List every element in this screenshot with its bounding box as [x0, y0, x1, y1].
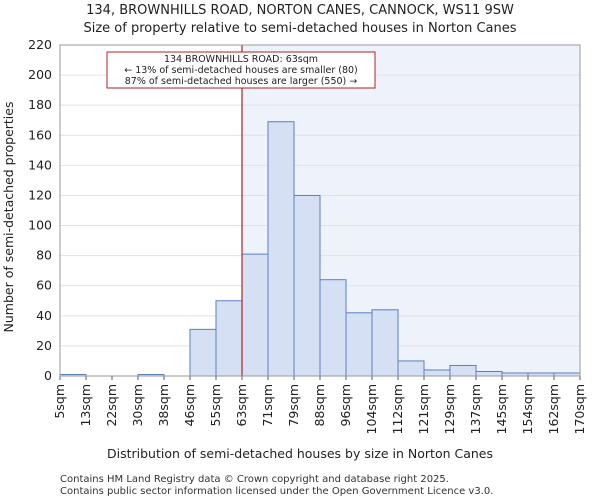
y-tick-label: 120	[28, 187, 52, 202]
y-axis-ticks: 0 20 40 60 80 100 120 140 160 180 200 220	[28, 37, 52, 383]
x-tick-label: 13sqm	[78, 384, 93, 427]
x-tick-label: 88sqm	[312, 384, 327, 427]
chart-title: 134, BROWNHILLS ROAD, NORTON CANES, CANN…	[86, 3, 514, 18]
y-tick-label: 20	[36, 338, 52, 353]
y-tick-label: 60	[36, 278, 52, 293]
y-tick-label: 220	[28, 37, 52, 52]
x-tick-label: 30sqm	[130, 384, 145, 427]
x-tick-label: 79sqm	[286, 384, 301, 427]
x-tick-label: 154sqm	[520, 384, 535, 434]
x-tick-label: 121sqm	[416, 384, 431, 434]
annotation-line-2: ← 13% of semi-detached houses are smalle…	[124, 65, 358, 76]
bar-46sqm	[189, 328, 217, 377]
x-tick-label: 129sqm	[442, 384, 457, 434]
footer-line-1: Contains HM Land Registry data © Crown c…	[60, 474, 449, 485]
y-tick-label: 40	[36, 308, 52, 323]
x-axis-ticks: 5sqm 13sqm 22sqm 30sqm 38sqm 46sqm 55sqm 63sqm 7…	[52, 376, 587, 434]
bar-96sqm	[345, 312, 373, 377]
bar-79sqm	[293, 194, 321, 377]
x-tick-label: 96sqm	[338, 384, 353, 427]
plot-frame	[59, 44, 581, 377]
bar-88sqm	[319, 279, 347, 377]
bar-121sqm	[423, 369, 451, 377]
footer-line-2: Contains public sector information licen…	[60, 486, 493, 497]
x-tick-label: 137sqm	[468, 384, 483, 434]
bar-112sqm	[397, 360, 425, 377]
x-tick-label: 46sqm	[182, 384, 197, 427]
bar-104sqm	[371, 309, 399, 377]
x-tick-label: 162sqm	[546, 384, 561, 434]
x-tick-label: 170sqm	[572, 384, 587, 434]
x-axis-label: Distribution of semi-detached houses by …	[107, 446, 493, 461]
annotation-box: 134 BROWNHILLS ROAD: 63sqm ← 13% of semi…	[106, 51, 376, 89]
annotation-line-3: 87% of semi-detached houses are larger (…	[125, 76, 358, 87]
x-tick-label: 104sqm	[364, 384, 379, 434]
bar-55sqm	[215, 300, 243, 377]
bar-63sqm	[241, 253, 269, 377]
x-tick-label: 71sqm	[260, 384, 275, 427]
x-tick-label: 55sqm	[208, 384, 223, 427]
x-tick-label: 38sqm	[156, 384, 171, 427]
annotation-line-1: 134 BROWNHILLS ROAD: 63sqm	[164, 54, 318, 65]
x-tick-label: 63sqm	[234, 384, 249, 427]
y-tick-label: 0	[44, 368, 52, 383]
annotation-frame	[106, 51, 376, 89]
x-tick-label: 5sqm	[52, 384, 67, 419]
x-tick-label: 22sqm	[104, 384, 119, 427]
y-tick-label: 180	[28, 97, 52, 112]
bar-129sqm	[449, 364, 477, 377]
y-tick-label: 200	[28, 67, 52, 82]
bar-71sqm	[267, 121, 295, 377]
x-tick-label: 145sqm	[494, 384, 509, 434]
chart-subtitle: Size of property relative to semi-detach…	[83, 21, 516, 36]
y-tick-label: 160	[28, 127, 52, 142]
y-tick-label: 140	[28, 157, 52, 172]
bar-137sqm	[475, 370, 503, 377]
y-axis-label: Number of semi-detached properties	[1, 102, 16, 333]
bars	[59, 121, 581, 377]
y-tick-label: 80	[36, 248, 52, 263]
x-tick-label: 112sqm	[390, 384, 405, 434]
y-tick-label: 100	[28, 218, 52, 233]
